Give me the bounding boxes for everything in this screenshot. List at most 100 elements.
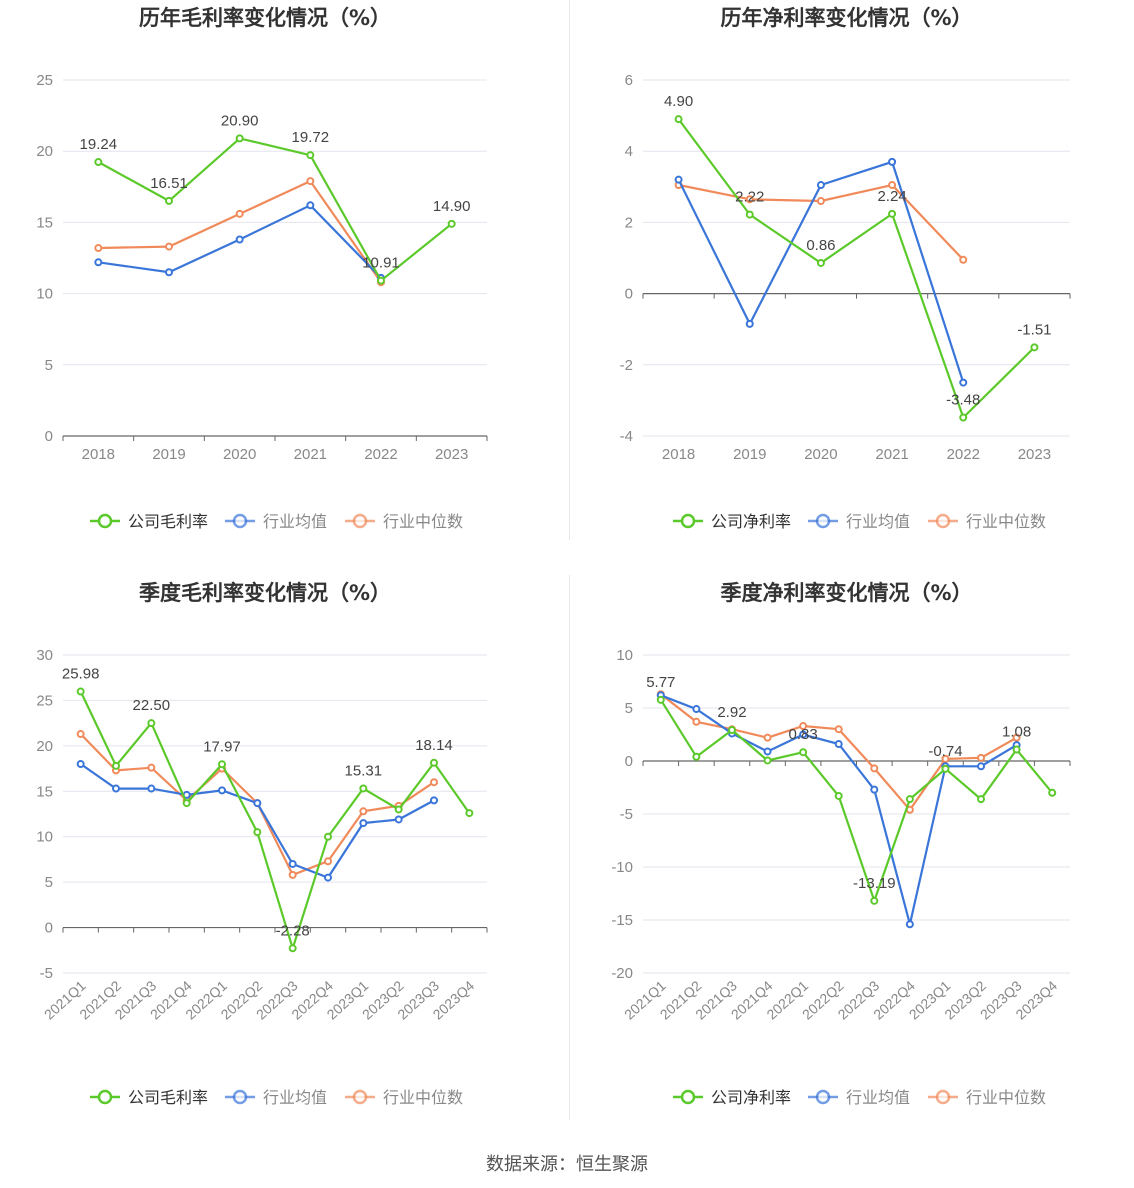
data-point-company xyxy=(430,758,438,767)
legend-marker xyxy=(232,513,248,529)
x-tick-label: 2022 xyxy=(947,446,980,463)
y-tick-label: 25 xyxy=(36,72,53,89)
y-tick-label: 30 xyxy=(36,647,53,664)
y-tick-label: 15 xyxy=(36,214,53,231)
data-point-company xyxy=(692,752,701,761)
data-label: 0.83 xyxy=(789,726,818,743)
legend-marker xyxy=(352,513,368,529)
legend-marker xyxy=(815,513,831,529)
legend-label: 行业均值 xyxy=(846,512,910,531)
data-label: 15.31 xyxy=(345,762,383,779)
data-point-company xyxy=(324,832,332,841)
legend-item-avg: 行业均值 xyxy=(225,512,327,531)
data-label: 10.91 xyxy=(362,255,400,272)
y-tick-label: 5 xyxy=(45,357,53,374)
series-line-company xyxy=(677,118,1036,420)
data-label: -3.48 xyxy=(946,391,980,408)
y-tick-label: 10 xyxy=(616,647,633,664)
y-tick-label: 10 xyxy=(36,286,53,303)
data-point-median xyxy=(799,722,808,731)
legend-item-avg: 行业均值 xyxy=(225,1088,327,1107)
legend-item-avg: 行业均值 xyxy=(808,1088,910,1107)
quarterly-gross-margin-chart: 季度毛利率变化情况（%）-50510152025302021Q12021Q220… xyxy=(36,581,488,1107)
legend-label: 公司毛利率 xyxy=(128,1088,208,1107)
series-line-avg xyxy=(80,763,435,879)
y-tick-label: 5 xyxy=(45,874,53,891)
data-point-median xyxy=(235,209,244,218)
y-tick-label: -20 xyxy=(611,965,633,982)
data-point-avg xyxy=(165,268,173,277)
y-tick-label: 0 xyxy=(625,286,633,303)
legend-item-avg: 行业均值 xyxy=(808,512,910,531)
y-tick-label: 4 xyxy=(625,143,633,160)
data-point-avg xyxy=(76,760,85,769)
data-point-avg xyxy=(799,730,808,739)
x-tick-label: 2020 xyxy=(804,446,837,463)
data-point-median xyxy=(165,242,173,251)
data-point-avg xyxy=(288,859,297,868)
x-tick-label: 2019 xyxy=(733,446,766,463)
data-point-avg xyxy=(394,815,403,824)
data-point-company xyxy=(394,805,403,814)
data-point-avg xyxy=(763,747,772,756)
data-point-avg xyxy=(359,819,368,828)
data-point-avg xyxy=(834,740,843,749)
y-tick-label: -10 xyxy=(611,859,633,876)
data-source-note: 数据来源：恒生聚源 xyxy=(486,1154,648,1175)
legend-label: 公司净利率 xyxy=(711,1088,791,1107)
data-label: -0.74 xyxy=(928,743,962,760)
data-point-avg xyxy=(977,762,986,771)
x-tick-label: 2019 xyxy=(152,446,185,463)
data-point-median xyxy=(763,733,772,742)
data-point-median xyxy=(430,778,438,787)
chart-title: 历年毛利率变化情况（%） xyxy=(139,6,391,30)
data-point-median xyxy=(959,255,968,264)
series-line-median xyxy=(98,179,382,283)
data-label: -1.51 xyxy=(1017,321,1051,338)
legend-label: 行业中位数 xyxy=(966,512,1046,531)
data-point-company xyxy=(76,687,85,696)
y-tick-label: -15 xyxy=(611,912,633,929)
data-point-median xyxy=(306,177,315,186)
data-point-avg xyxy=(816,181,825,190)
divider-top xyxy=(569,0,570,540)
data-point-median xyxy=(870,764,879,773)
data-point-company xyxy=(959,413,968,422)
data-label: -13.19 xyxy=(853,875,896,892)
y-tick-label: 15 xyxy=(36,783,53,800)
data-point-company xyxy=(1030,343,1039,352)
legend-label: 行业均值 xyxy=(846,1088,910,1107)
y-tick-label: -5 xyxy=(40,965,53,982)
data-point-avg xyxy=(888,157,897,166)
legend-marker xyxy=(97,513,113,529)
data-point-avg xyxy=(235,235,244,244)
x-tick-label: 2018 xyxy=(662,446,695,463)
data-label: 18.14 xyxy=(415,737,453,754)
chart-title: 季度净利率变化情况（%） xyxy=(720,581,972,605)
data-point-company xyxy=(306,151,315,160)
data-point-company xyxy=(94,158,103,167)
data-label: 25.98 xyxy=(62,666,100,683)
y-tick-label: 0 xyxy=(45,428,53,445)
legend-item-company: 公司净利率 xyxy=(673,512,791,531)
data-label: -2.28 xyxy=(276,922,310,939)
y-tick-label: 6 xyxy=(625,72,633,89)
legend-label: 行业均值 xyxy=(263,1088,327,1107)
data-point-avg xyxy=(253,799,262,808)
data-point-median xyxy=(359,807,368,816)
data-point-company xyxy=(1012,745,1021,754)
data-point-median xyxy=(745,195,754,204)
legend-item-median: 行业中位数 xyxy=(928,512,1046,531)
legend-marker xyxy=(935,1089,951,1105)
data-point-company xyxy=(288,944,297,953)
data-label: 16.51 xyxy=(150,175,188,192)
y-tick-label: 0 xyxy=(625,753,633,770)
legend-marker xyxy=(815,1089,831,1105)
legend-label: 公司净利率 xyxy=(711,512,791,531)
data-label: 0.86 xyxy=(806,237,835,254)
data-point-company xyxy=(888,209,897,218)
data-point-company xyxy=(447,219,456,228)
data-point-median xyxy=(324,857,332,866)
chart-title: 季度毛利率变化情况（%） xyxy=(139,581,391,605)
divider-bottom xyxy=(569,575,570,1120)
